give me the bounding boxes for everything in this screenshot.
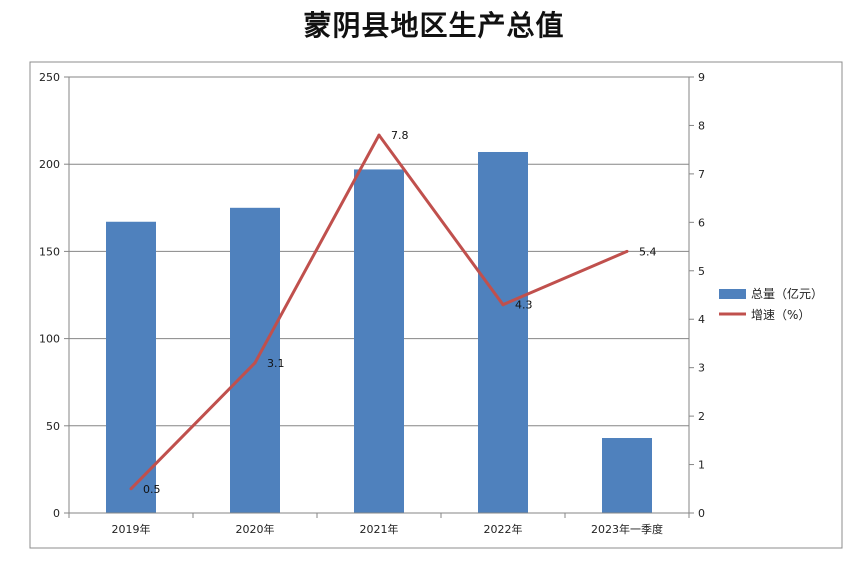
data-labels: 0.5 3.1 7.8 4.3 5.4 [143,129,657,496]
bar [106,221,156,513]
y-left-tick-label: 250 [39,71,60,84]
x-tick-label: 2022年 [484,522,523,536]
y-right-tick-label: 3 [698,362,705,375]
line-point [501,303,505,307]
y-right-tick-label: 1 [698,459,705,472]
y-left-tick-label: 150 [39,245,60,258]
data-label: 7.8 [391,129,409,142]
data-label: 0.5 [143,483,161,496]
x-tick-label: 2023年一季度 [591,522,663,536]
line-point [129,487,133,491]
data-label: 5.4 [639,245,657,258]
bar [602,438,652,513]
line-point [253,361,257,365]
bar [478,151,528,513]
bar [354,169,404,513]
x-tick-label: 2019年 [112,522,151,536]
data-label: 3.1 [267,357,285,370]
legend: 总量（亿元） 增速（%） [719,286,823,322]
y-left-tick-label: 50 [46,420,60,433]
legend-label-line: 增速（%） [751,308,810,322]
line-point [625,249,629,253]
y-right-tick-label: 9 [698,71,705,84]
y-right-tick-label: 4 [698,313,705,326]
y-right-tick-label: 5 [698,265,705,278]
data-label: 4.3 [515,299,533,312]
tick-labels: 0 50 100 150 200 250 0 1 2 3 4 5 6 7 8 9 2019年 2020年 2021年… [39,71,705,536]
chart-title: 蒙阴县地区生产总值 [303,9,565,42]
y-right-tick-label: 8 [698,119,705,132]
y-right-tick-label: 6 [698,216,705,229]
y-left-tick-label: 200 [39,158,60,171]
x-tick-label: 2021年 [360,522,399,536]
chart-frame [29,61,843,549]
legend-swatch-bar [719,289,746,299]
y-right-tick-label: 0 [698,507,705,520]
y-left-tick-label: 100 [39,333,60,346]
legend-label-bar: 总量（亿元） [751,286,823,301]
line-series [129,133,629,491]
x-tick-label: 2020年 [236,522,275,536]
y-right-tick-label: 7 [698,168,705,181]
bar-series [106,151,652,514]
y-left-tick-label: 0 [53,507,60,520]
line-point [377,133,381,137]
axes [64,76,694,518]
y-right-tick-label: 2 [698,410,705,423]
